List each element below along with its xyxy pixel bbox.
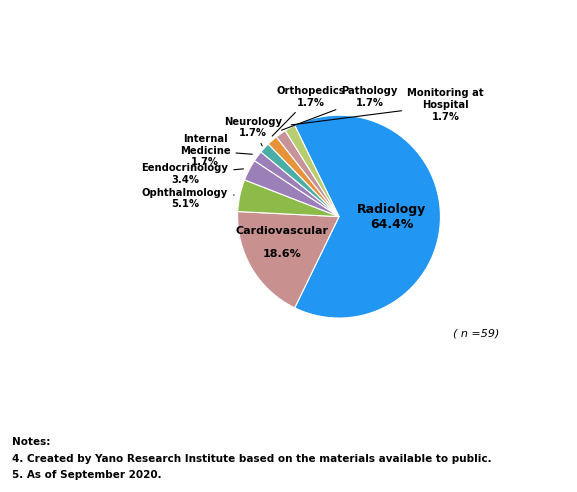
Wedge shape [276, 131, 339, 216]
Text: Orthopedics
1.7%: Orthopedics 1.7% [272, 86, 345, 136]
Text: 4. Created by Yano Research Institute based on the materials available to public: 4. Created by Yano Research Institute ba… [12, 455, 491, 464]
Text: Monitoring at
Hospital
1.7%: Monitoring at Hospital 1.7% [291, 89, 484, 125]
Wedge shape [285, 125, 339, 216]
Text: Ophthalmology
5.1%: Ophthalmology 5.1% [142, 187, 234, 209]
Wedge shape [254, 152, 339, 216]
Text: Cardiovascular

18.6%: Cardiovascular 18.6% [235, 226, 328, 259]
Wedge shape [261, 144, 339, 216]
Text: Pathology
1.7%: Pathology 1.7% [282, 86, 398, 130]
Text: Notes:: Notes: [12, 437, 50, 447]
Wedge shape [238, 212, 339, 308]
Text: Radiology
64.4%: Radiology 64.4% [357, 203, 426, 231]
Wedge shape [295, 115, 440, 318]
Text: 5. As of September 2020.: 5. As of September 2020. [12, 470, 161, 480]
Text: ( n =59): ( n =59) [453, 328, 499, 338]
Text: Internal
Medicine
1.7%: Internal Medicine 1.7% [180, 134, 252, 167]
Wedge shape [238, 180, 339, 216]
Text: Eendocrinology
3.4%: Eendocrinology 3.4% [141, 163, 243, 185]
Text: Neurology
1.7%: Neurology 1.7% [224, 117, 282, 146]
Wedge shape [245, 161, 339, 216]
Wedge shape [268, 137, 339, 216]
